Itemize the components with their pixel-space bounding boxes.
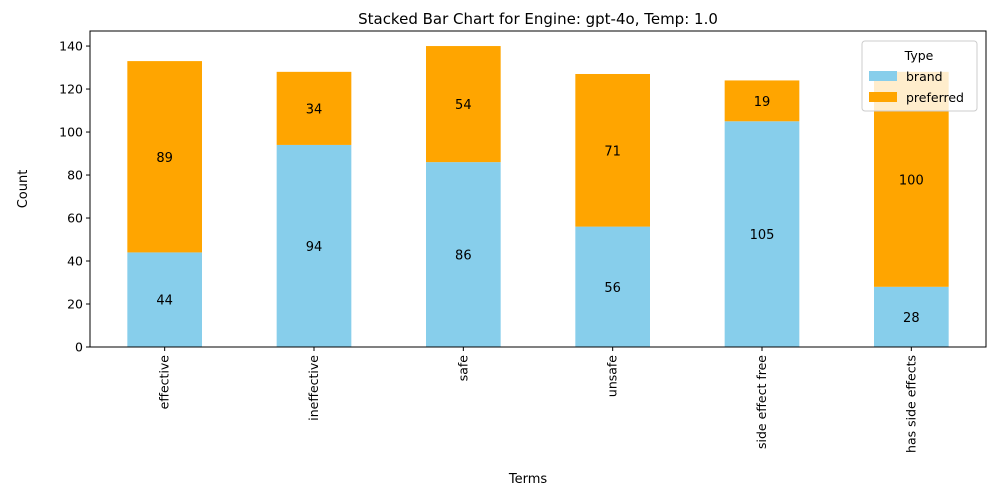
bar-brand-1 — [276, 144, 352, 347]
data-label-brand-3: 56 — [604, 281, 621, 296]
data-label-brand-5: 28 — [903, 311, 920, 326]
x-tick-label-5: has side effects — [903, 355, 918, 453]
y-axis-label: Count — [16, 170, 31, 209]
bar-brand-5 — [874, 286, 949, 347]
y-tick-label-5: 100 — [59, 125, 83, 140]
x-tick-label-2: safe — [455, 355, 470, 382]
legend-title: Type — [904, 48, 934, 63]
data-label-preferred-5: 100 — [899, 173, 924, 188]
x-tick-label-3: unsafe — [605, 355, 620, 397]
bar-brand-4 — [724, 121, 800, 348]
y-axis: 0 20 40 60 80 100 120 140 — [59, 39, 90, 355]
data-label-brand-1: 94 — [306, 240, 323, 255]
bar-brand-0 — [127, 252, 202, 347]
data-label-preferred-4: 19 — [754, 95, 771, 110]
legend-label-preferred: preferred — [906, 90, 964, 105]
y-tick-label-6: 120 — [59, 82, 83, 97]
y-tick-label-1: 20 — [67, 297, 83, 312]
legend-label-brand: brand — [906, 69, 943, 84]
data-label-brand-4: 105 — [750, 228, 775, 243]
y-tick-label-4: 80 — [67, 168, 83, 183]
bar-preferred-1 — [276, 71, 352, 145]
y-tick-label-2: 40 — [67, 254, 83, 269]
y-tick-label-7: 140 — [59, 39, 83, 54]
data-labels-group: 44 89 94 34 86 54 56 71 105 19 28 100 — [156, 95, 923, 326]
data-label-preferred-0: 89 — [156, 151, 173, 166]
x-tick-label-4: side effect free — [754, 355, 769, 449]
legend-swatch-preferred — [869, 92, 897, 102]
data-label-preferred-2: 54 — [455, 98, 472, 113]
x-tick-label-0: effective — [157, 355, 172, 410]
data-label-preferred-3: 71 — [604, 144, 621, 159]
chart-title: Stacked Bar Chart for Engine: gpt-4o, Te… — [358, 10, 718, 28]
x-axis-label: Terms — [508, 472, 548, 487]
data-label-brand-2: 86 — [455, 249, 472, 264]
x-tick-label-1: ineffective — [306, 355, 321, 421]
bar-preferred-0 — [127, 61, 202, 253]
y-tick-label-3: 60 — [67, 211, 83, 226]
bar-brand-2 — [426, 162, 501, 347]
bars-group — [127, 46, 949, 348]
legend: Type brand preferred — [861, 40, 978, 112]
y-tick-label-0: 0 — [75, 340, 83, 355]
legend-swatch-brand — [869, 71, 897, 81]
x-axis: effective ineffective safe unsafe side effec… — [157, 347, 918, 453]
bar-preferred-4 — [724, 80, 800, 122]
bar-brand-3 — [575, 226, 650, 347]
plot-frame — [89, 30, 987, 348]
bar-preferred-3 — [575, 73, 650, 227]
bar-preferred-2 — [426, 46, 501, 163]
data-label-preferred-1: 34 — [306, 102, 323, 117]
data-label-brand-0: 44 — [156, 294, 173, 309]
